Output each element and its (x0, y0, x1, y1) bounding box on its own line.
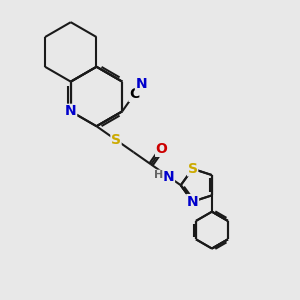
Text: N: N (136, 77, 147, 91)
Text: S: S (111, 133, 121, 147)
Text: N: N (65, 104, 76, 118)
Text: N: N (187, 195, 199, 208)
Text: O: O (156, 142, 167, 156)
Text: H: H (154, 170, 164, 180)
Text: S: S (188, 162, 198, 176)
Text: C: C (129, 87, 139, 101)
Text: N: N (163, 170, 174, 184)
